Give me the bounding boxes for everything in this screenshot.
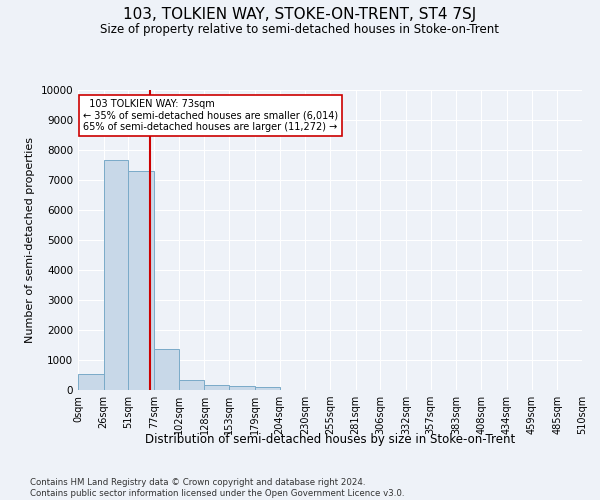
- Bar: [179, 380, 205, 390]
- Bar: [229, 386, 255, 390]
- Text: 103, TOLKIEN WAY, STOKE-ON-TRENT, ST4 7SJ: 103, TOLKIEN WAY, STOKE-ON-TRENT, ST4 7S…: [124, 8, 476, 22]
- Text: Distribution of semi-detached houses by size in Stoke-on-Trent: Distribution of semi-detached houses by …: [145, 432, 515, 446]
- Text: Contains HM Land Registry data © Crown copyright and database right 2024.
Contai: Contains HM Land Registry data © Crown c…: [30, 478, 404, 498]
- Bar: [78, 374, 104, 390]
- Bar: [255, 388, 280, 390]
- Bar: [154, 348, 179, 390]
- Bar: [205, 385, 229, 390]
- Text: 103 TOLKIEN WAY: 73sqm
← 35% of semi-detached houses are smaller (6,014)
65% of : 103 TOLKIEN WAY: 73sqm ← 35% of semi-det…: [83, 99, 338, 132]
- Bar: [128, 171, 154, 390]
- Text: Size of property relative to semi-detached houses in Stoke-on-Trent: Size of property relative to semi-detach…: [101, 22, 499, 36]
- Y-axis label: Number of semi-detached properties: Number of semi-detached properties: [25, 137, 35, 343]
- Bar: [104, 160, 128, 390]
